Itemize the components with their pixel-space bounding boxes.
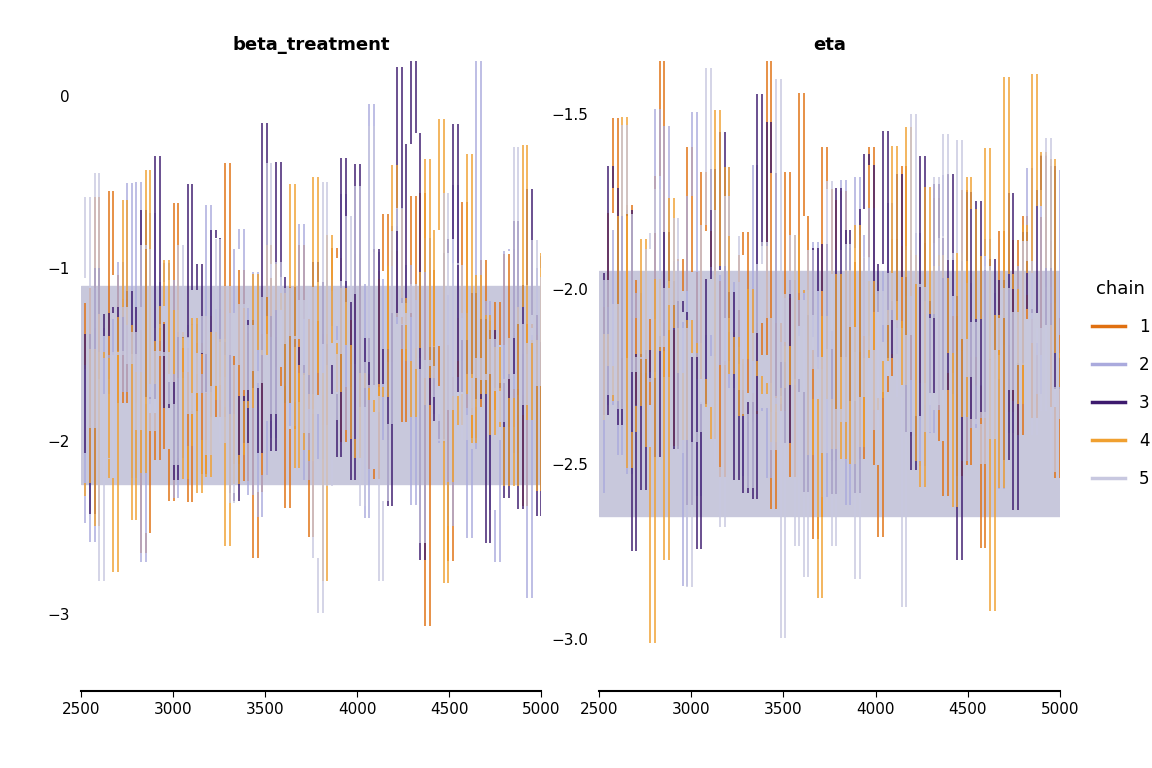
Bar xyxy=(599,271,1060,516)
Title: beta_treatment: beta_treatment xyxy=(233,36,389,55)
Legend: 1, 2, 3, 4, 5: 1, 2, 3, 4, 5 xyxy=(1085,273,1152,495)
Title: eta: eta xyxy=(813,36,846,55)
Bar xyxy=(81,286,541,484)
